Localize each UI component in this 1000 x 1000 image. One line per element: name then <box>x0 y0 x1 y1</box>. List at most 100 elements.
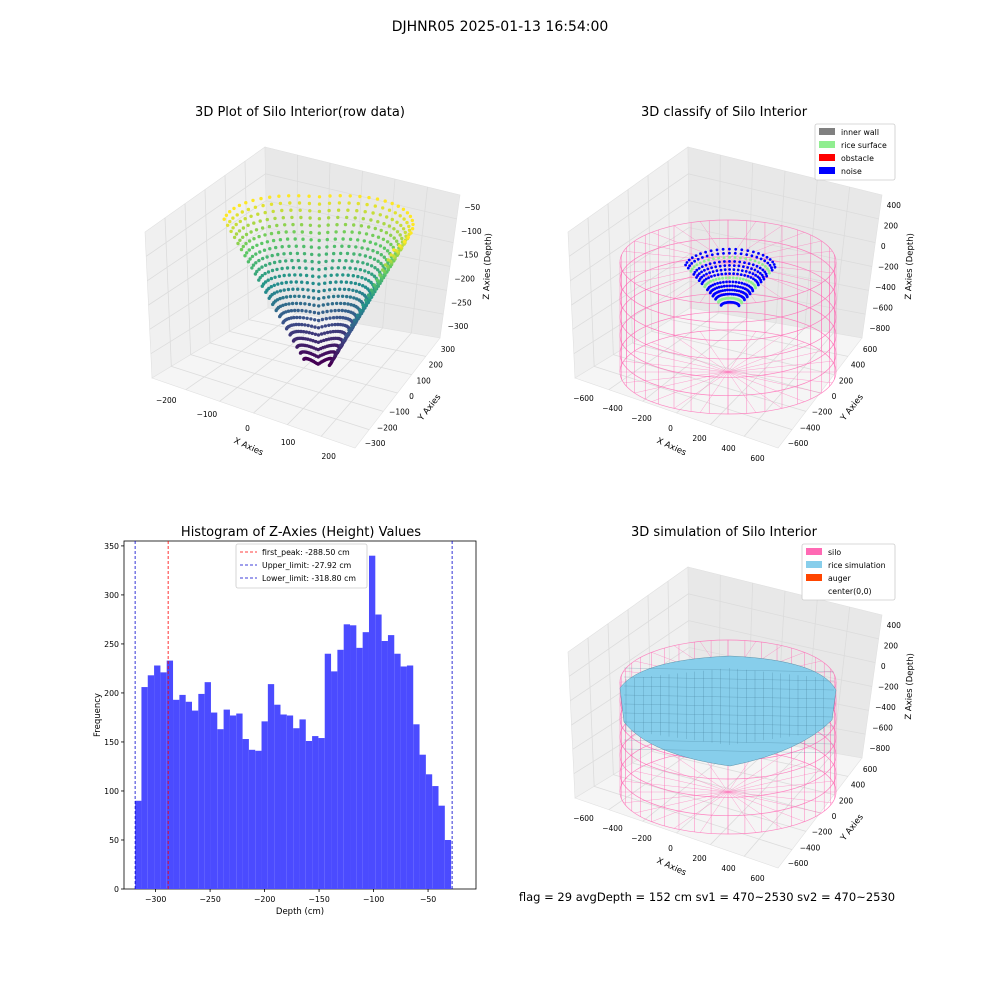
p1-point <box>326 230 330 235</box>
p2-point <box>690 262 694 265</box>
p2-point <box>697 267 701 270</box>
p1-point <box>276 282 280 286</box>
p1-point <box>327 201 332 205</box>
p1-point <box>304 330 309 334</box>
p2-point <box>766 267 769 270</box>
p2-point <box>731 280 735 284</box>
p1-ytick-label: −100 <box>389 408 410 417</box>
p1-point <box>348 194 352 198</box>
p2-legend: inner wall rice surface obstacle noise <box>814 123 896 181</box>
p1-point <box>251 198 255 203</box>
p1-point <box>358 268 363 272</box>
p2-point <box>723 268 727 272</box>
p3-bar <box>343 624 351 889</box>
p2-silo-spoke <box>727 250 833 263</box>
p3-ytick-label: 300 <box>104 591 119 600</box>
p1-point <box>339 251 343 256</box>
p1-point <box>302 294 306 299</box>
p3-bar <box>166 660 174 889</box>
p2-legend-box <box>814 123 896 181</box>
p2-point <box>722 280 725 284</box>
p1-point <box>335 301 339 306</box>
p1-point <box>379 228 383 233</box>
p1-point <box>288 251 293 256</box>
p1-point <box>337 308 341 313</box>
p2-point <box>768 271 771 275</box>
p1-point <box>372 257 377 261</box>
p1-point <box>290 215 294 220</box>
p1-point <box>301 316 306 320</box>
p1-point <box>317 253 321 257</box>
p1-point <box>338 343 343 347</box>
p1-point <box>353 281 358 286</box>
p3-legend: first_peak: -288.50 cm Upper_limit: -27.9… <box>235 543 368 589</box>
p4-legend-swatch <box>806 574 822 581</box>
p2-point <box>765 255 769 259</box>
p2-point <box>764 272 768 276</box>
p1-point <box>349 326 354 330</box>
p1-point <box>293 273 297 277</box>
p1-point <box>309 324 314 328</box>
p1-point <box>384 231 389 235</box>
p2-silo-spoke <box>727 261 833 274</box>
p1-point <box>324 317 328 321</box>
p1-point <box>353 216 357 220</box>
p1-point <box>330 358 334 363</box>
p1-point <box>238 219 242 224</box>
p1-point <box>317 238 321 243</box>
p1-point <box>351 288 355 292</box>
p3-xtick-label: −200 <box>254 895 275 904</box>
p2-point <box>694 254 698 257</box>
p4-ytick-label: 400 <box>851 781 866 790</box>
p1-point <box>332 244 337 249</box>
p2-legend-swatch <box>819 167 835 174</box>
p3-bar <box>255 750 262 889</box>
p1-point <box>310 267 315 271</box>
p2-point <box>696 274 699 277</box>
p2-point <box>753 259 757 263</box>
p1-point <box>310 331 314 336</box>
p2-point <box>772 263 776 266</box>
p1-point <box>401 207 406 211</box>
p1-point <box>300 322 304 327</box>
panel2-3d-classify: −600−400−20002004006006004002000−200−400… <box>567 123 916 463</box>
p1-point <box>333 308 337 313</box>
p1-point <box>231 216 235 220</box>
p1-point <box>369 288 374 292</box>
p1-point <box>294 244 298 248</box>
p2-point <box>728 255 731 259</box>
p2-silo-spoke <box>727 335 783 373</box>
p2-point <box>773 265 777 269</box>
p1-point <box>361 261 365 265</box>
p1-point <box>310 259 314 264</box>
p1-point <box>269 276 274 281</box>
p2-silo-spoke <box>727 225 783 263</box>
p1-point <box>343 309 348 313</box>
p1-point <box>234 232 239 236</box>
p3-bar <box>286 715 294 889</box>
p4-rice-mesh <box>623 694 835 700</box>
p3-bar <box>217 729 224 889</box>
p2-point <box>734 280 738 284</box>
p3-bar <box>185 701 192 889</box>
p1-point <box>304 266 308 270</box>
p2-point <box>759 257 763 261</box>
p1-point <box>331 294 336 299</box>
p1-point <box>317 267 321 272</box>
p3-xtick-label: −50 <box>420 895 436 904</box>
p1-point <box>352 296 356 300</box>
p1-point <box>237 203 242 208</box>
p1-point <box>347 287 351 292</box>
p1-point <box>345 294 349 299</box>
p1-point <box>263 263 268 267</box>
p4-rice-body <box>619 655 837 767</box>
p1-point <box>341 237 345 241</box>
p1-point <box>297 322 301 327</box>
p1-point <box>368 240 372 244</box>
p1-point <box>255 269 259 274</box>
p2-point <box>754 273 757 277</box>
p2-ytick-label: 200 <box>839 376 854 385</box>
p1-point <box>308 216 312 220</box>
p4-rice-surface <box>619 655 837 767</box>
p1-point <box>271 238 276 243</box>
